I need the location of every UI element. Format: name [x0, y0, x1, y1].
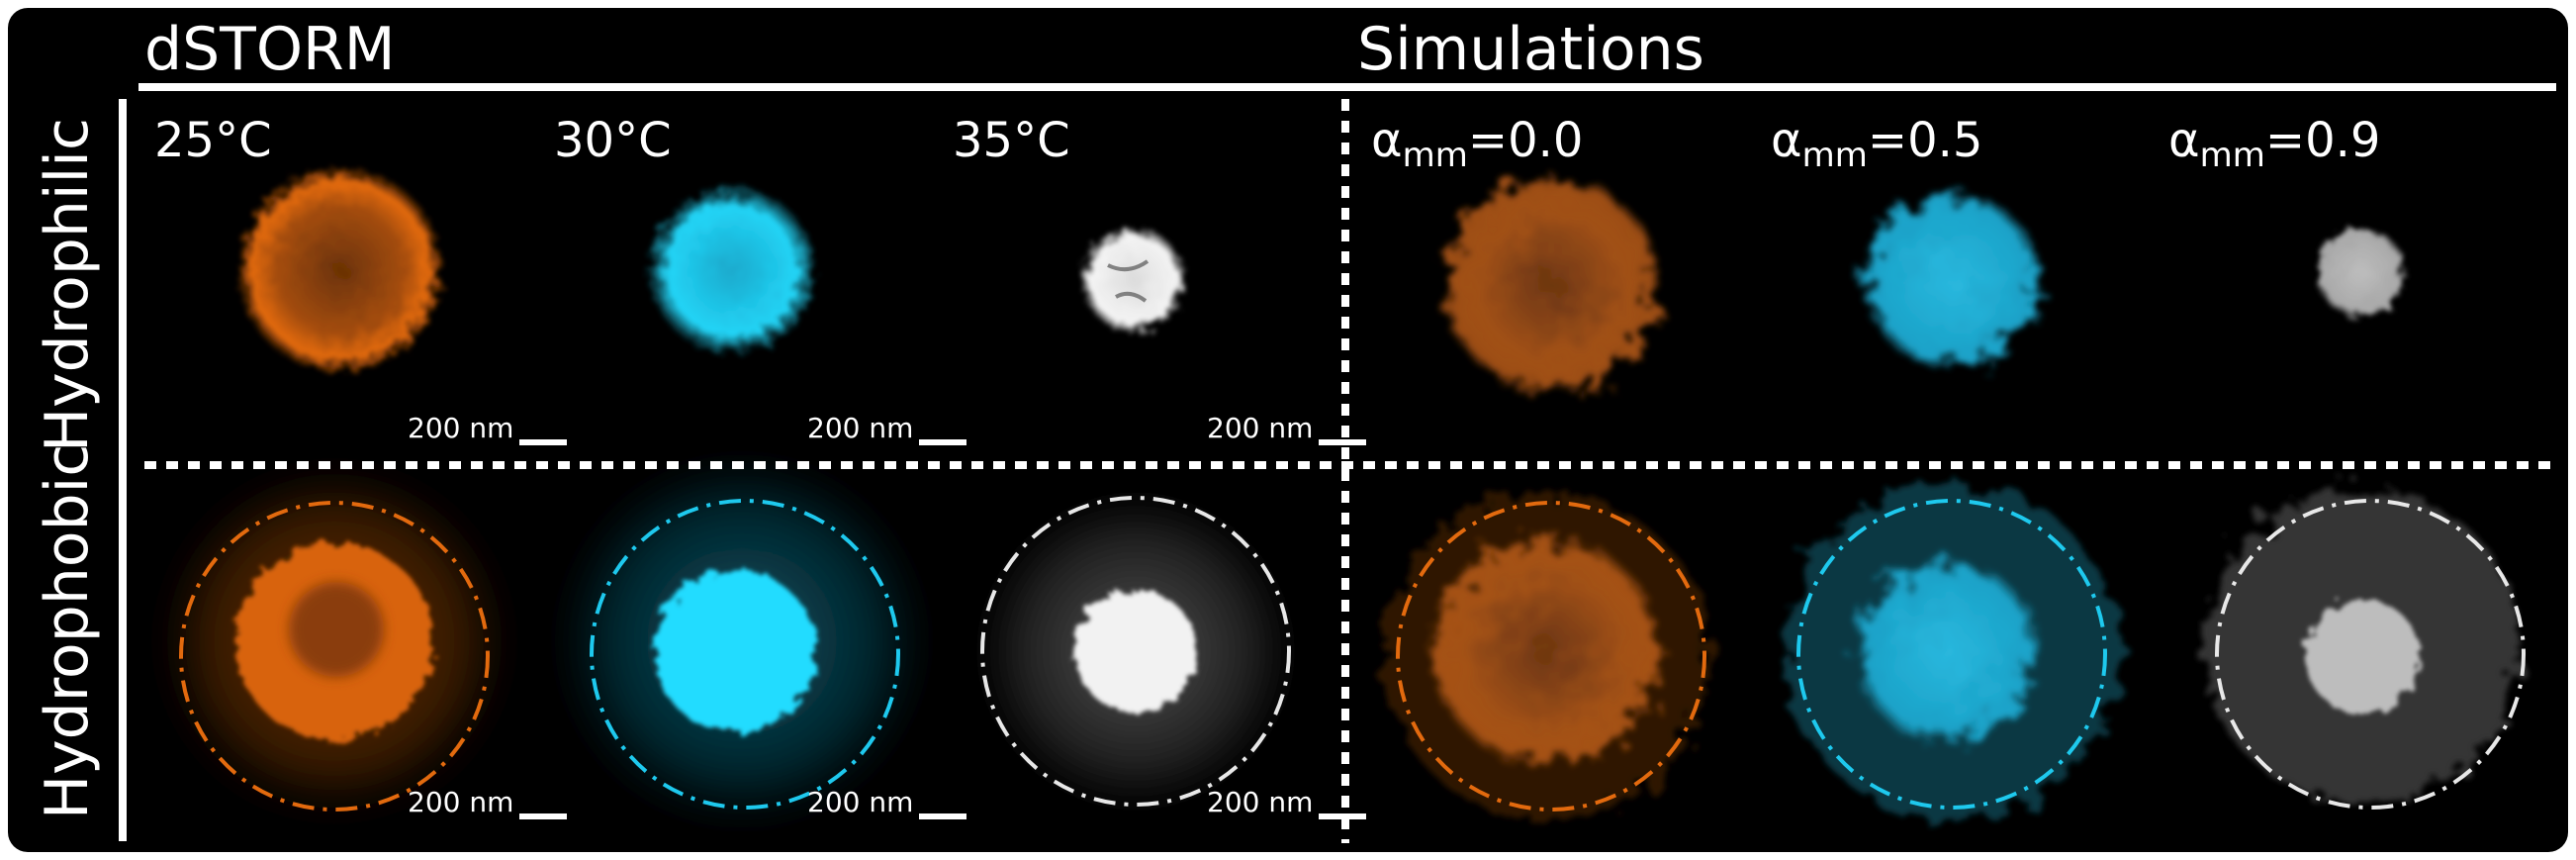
horizontal-dotted-divider — [144, 461, 2558, 469]
image-sim-hydrophilic-a05 — [1861, 189, 2043, 371]
image-hydrophilic-30c — [647, 185, 817, 355]
scalebar-top-30c: 200 nm — [807, 412, 967, 445]
scalebar-bottom-35c: 200 nm — [1207, 786, 1367, 819]
particle-images — [156, 166, 2526, 829]
label-alpha-0: αmm=0.0 — [1371, 113, 1584, 175]
image-hydrophobic-35c — [972, 488, 1299, 814]
label-alpha-09: αmm=0.9 — [2168, 113, 2381, 175]
label-25c: 25°C — [154, 113, 272, 168]
label-35c: 35°C — [953, 113, 1070, 168]
scalebar-line — [1319, 439, 1367, 445]
image-sim-hydrophilic-a00 — [1440, 174, 1662, 396]
image-sim-hydrophobic-a05 — [1784, 483, 2120, 819]
label-30c: 30°C — [554, 113, 672, 168]
scalebar-line — [519, 813, 568, 819]
scalebar-line — [919, 439, 967, 445]
image-sim-hydrophobic-a00 — [1383, 493, 1709, 819]
scalebar-line — [919, 813, 967, 819]
image-hydrophilic-25c — [236, 166, 444, 374]
scalebar-top-35c: 200 nm — [1207, 412, 1367, 445]
label-alpha-05: αmm=0.5 — [1771, 113, 1983, 175]
header-underline — [138, 83, 2556, 91]
row-label-hydrophobic: Hydrophobic — [33, 443, 102, 819]
header-dstorm: dSTORM — [144, 15, 396, 84]
header-simulations: Simulations — [1357, 15, 1704, 84]
vertical-dotted-divider — [1341, 99, 1349, 843]
image-sim-hydrophilic-a09 — [2314, 226, 2407, 319]
image-hydrophobic-25c — [156, 463, 512, 819]
image-hydrophobic-30c — [554, 453, 930, 829]
scalebar-bottom-30c: 200 nm — [807, 786, 967, 819]
row-label-hydrophilic: Hydrophilic — [33, 118, 102, 452]
row-label-divider — [119, 99, 127, 841]
figure-panel: dSTORM Simulations Hydrophilic Hydrophob… — [8, 8, 2568, 852]
scalebar-top-25c: 200 nm — [408, 412, 568, 445]
image-sim-hydrophobic-a09 — [2204, 488, 2526, 810]
scalebar-bottom-25c: 200 nm — [408, 786, 568, 819]
image-hydrophilic-35c — [1080, 227, 1187, 334]
scalebar-line — [519, 439, 568, 445]
scalebar-line — [1319, 813, 1367, 819]
